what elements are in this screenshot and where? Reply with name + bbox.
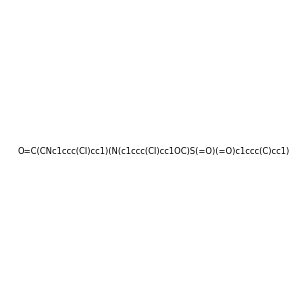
Text: O=C(CNc1ccc(Cl)cc1)(N(c1ccc(Cl)cc1OC)S(=O)(=O)c1ccc(C)cc1): O=C(CNc1ccc(Cl)cc1)(N(c1ccc(Cl)cc1OC)S(=… — [18, 147, 290, 156]
